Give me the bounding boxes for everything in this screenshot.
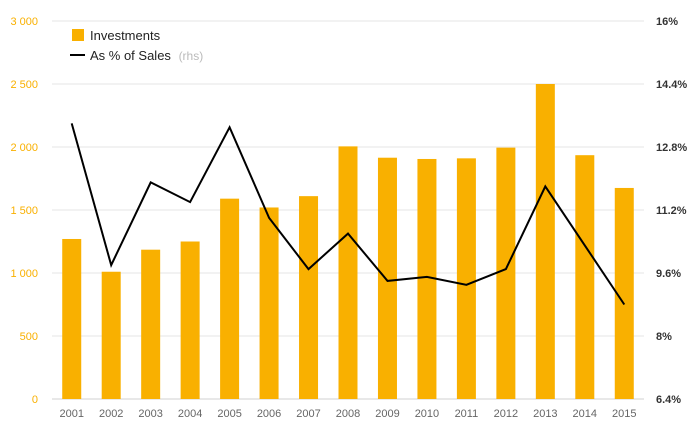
bar-investments-2001 (62, 238, 82, 399)
bar-investments-2012 (496, 147, 516, 399)
bar-investments-2007 (299, 196, 319, 399)
x-tick-label: 2001 (59, 408, 83, 420)
legend-swatch-investments (72, 29, 84, 41)
x-tick-label: 2008 (336, 408, 360, 420)
x-tick-label: 2005 (217, 408, 241, 420)
bar-investments-2014 (575, 155, 595, 399)
bar-investments-2011 (456, 158, 476, 399)
y-tick-label: 3 000 (10, 16, 38, 28)
legend-label-investments: Investments (90, 28, 161, 43)
legend: Investments As % of Sales (rhs) (70, 28, 203, 63)
legend-label-sales-percent: As % of Sales (90, 48, 171, 63)
y-tick-label: 1 500 (10, 205, 38, 217)
x-tick-label: 2015 (612, 408, 636, 420)
y-tick-label: 500 (20, 331, 38, 343)
bar-investments-2009 (377, 157, 397, 399)
x-tick-label: 2010 (415, 408, 439, 420)
y2-tick-label: 8% (656, 331, 672, 343)
legend-note-rhs: (rhs) (179, 49, 204, 63)
x-tick-label: 2006 (257, 408, 281, 420)
svg-text:As % of Sales (rhs): As % of Sales (rhs) (90, 48, 203, 63)
x-tick-label: 2014 (573, 408, 597, 420)
x-tick-label: 2009 (375, 408, 399, 420)
bar-investments-2010 (417, 158, 437, 399)
bar-investments-2006 (259, 207, 279, 399)
bar-investments-2005 (220, 198, 240, 399)
bar-investments-2008 (338, 146, 358, 399)
y-tick-label: 1 000 (10, 268, 38, 280)
x-tick-label: 2007 (296, 408, 320, 420)
y-tick-label: 2 500 (10, 79, 38, 91)
y2-tick-label: 14.4% (656, 79, 687, 91)
investment-bars (62, 84, 634, 399)
y-tick-label: 2 000 (10, 142, 38, 154)
y2-tick-label: 16% (656, 16, 678, 28)
x-tick-label: 2002 (99, 408, 123, 420)
x-tick-label: 2003 (138, 408, 162, 420)
right-axis-ticks: 6.4% 8% 9.6% 11.2% 12.8% 14.4% 16% (656, 16, 687, 406)
y2-tick-label: 6.4% (656, 394, 681, 406)
x-tick-label: 2013 (533, 408, 557, 420)
sales-percent-line (70, 123, 626, 306)
left-axis-ticks: 0 500 1 000 1 500 2 000 2 500 3 000 (10, 16, 38, 406)
x-tick-label: 2004 (178, 408, 202, 420)
bar-investments-2002 (101, 271, 121, 399)
x-tick-label: 2011 (455, 408, 479, 420)
x-tick-label: 2012 (494, 408, 518, 420)
y-tick-label: 0 (32, 394, 38, 406)
x-axis-ticks: 2001 2002 2003 2004 2005 2006 2007 2008 2009 2010… (59, 408, 636, 420)
bar-investments-2003 (141, 249, 161, 399)
y2-tick-label: 12.8% (656, 142, 687, 154)
sales-percent-line-layer (70, 123, 626, 306)
y2-tick-label: 9.6% (656, 268, 681, 280)
bar-investments-2004 (180, 241, 200, 399)
y2-tick-label: 11.2% (656, 205, 687, 217)
bar-investments-2015 (614, 187, 634, 399)
bar-investments-2013 (535, 84, 555, 399)
